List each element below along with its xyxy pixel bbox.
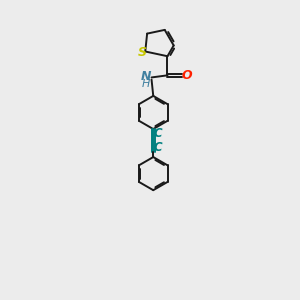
Text: C: C [154, 141, 162, 154]
Text: S: S [138, 46, 147, 59]
Text: H: H [141, 79, 150, 89]
Text: C: C [154, 127, 162, 140]
Text: N: N [140, 70, 151, 83]
Text: O: O [182, 69, 192, 82]
